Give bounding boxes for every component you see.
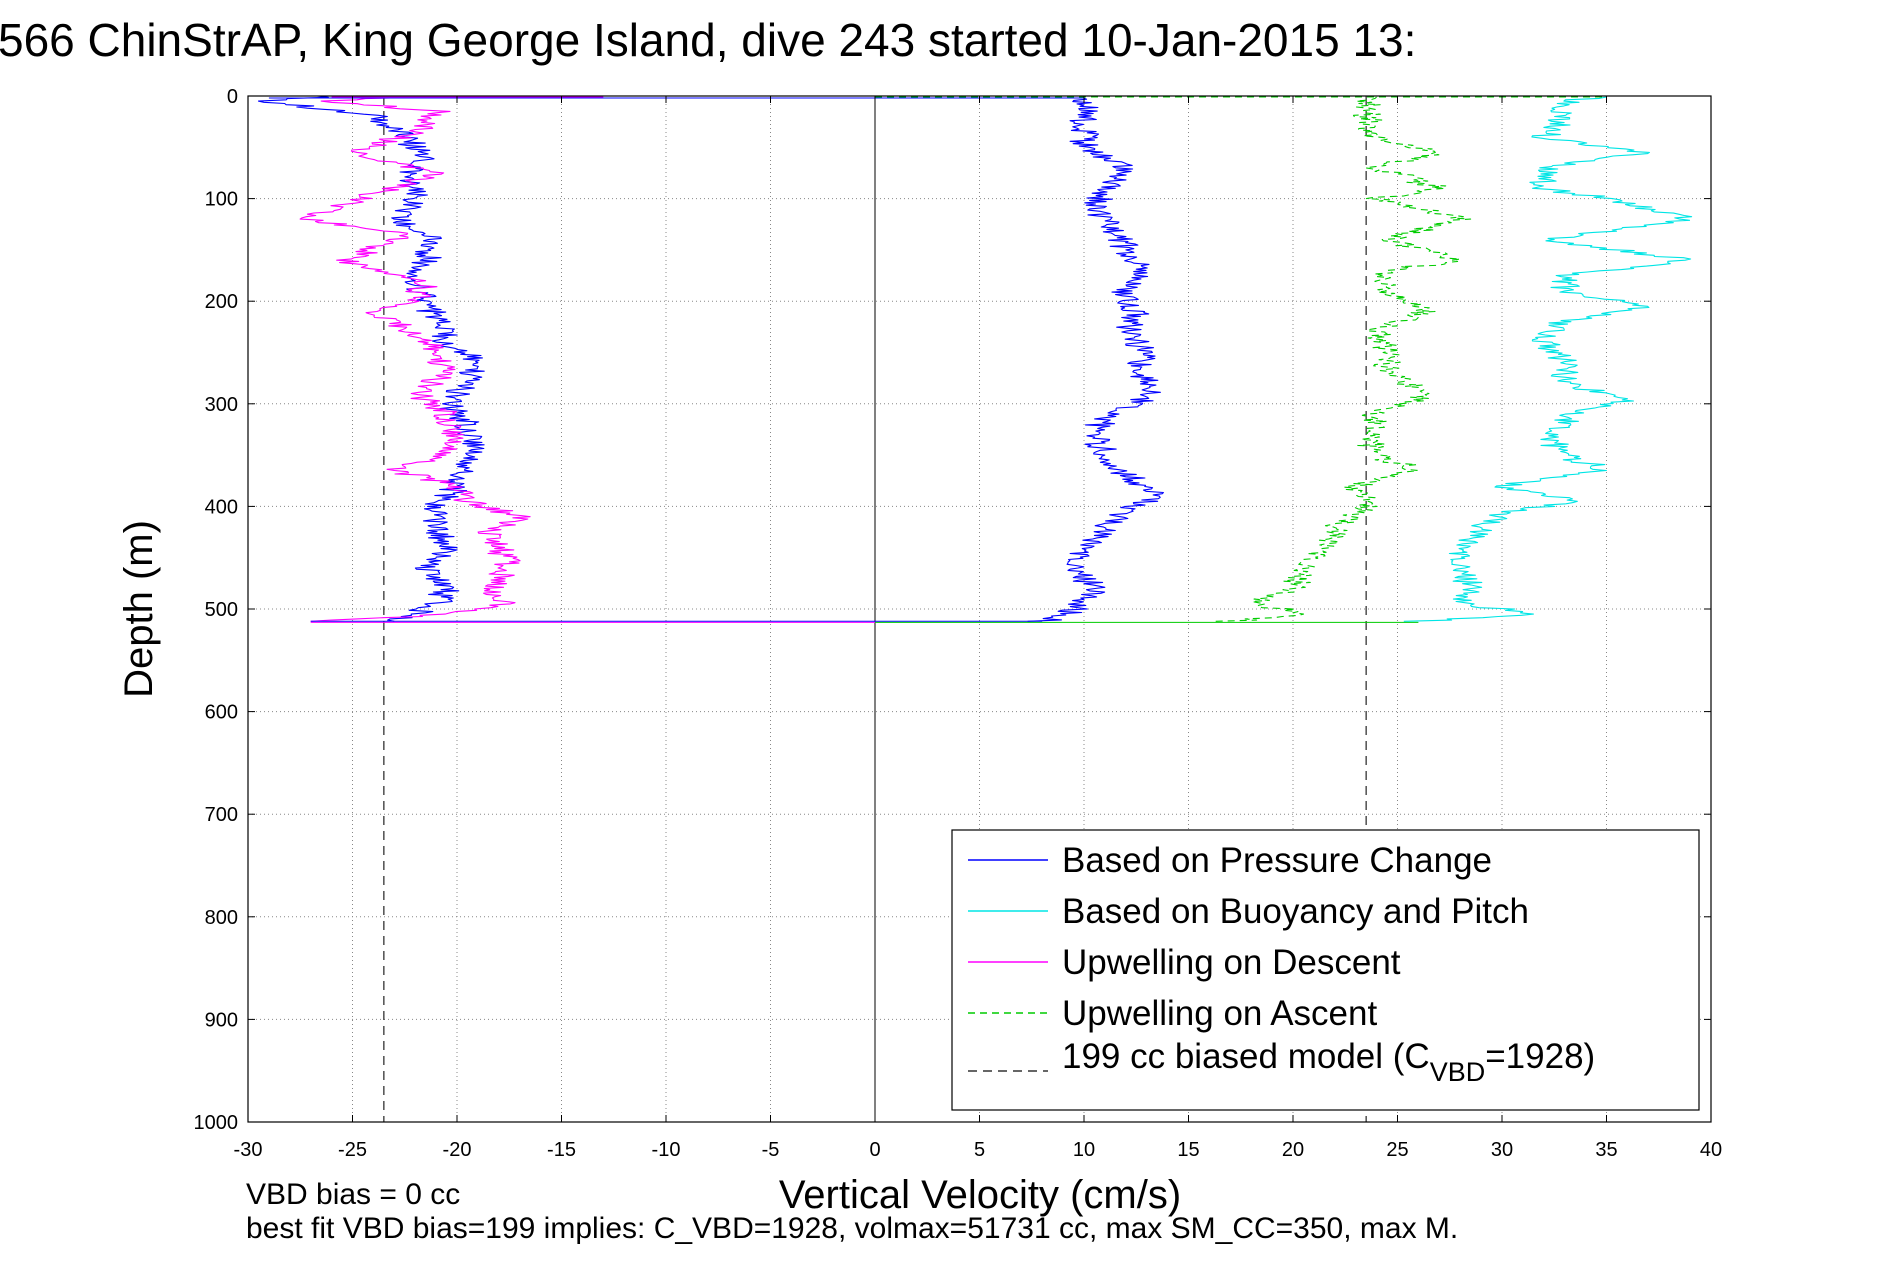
y-tick-label: 700 [205,804,238,826]
x-tick-label: 40 [1700,1139,1722,1161]
y-tick-label: 400 [205,496,238,518]
footer-fit: best fit VBD bias=199 implies: C_VBD=192… [246,1212,1458,1245]
x-tick-label: 10 [1073,1139,1095,1161]
footer-bias: VBD bias = 0 cc [246,1178,460,1211]
x-tick-label: 25 [1386,1139,1408,1161]
x-tick-label: 30 [1491,1139,1513,1161]
y-tick-label: 0 [227,86,238,108]
y-axis-label: Depth (m) [117,520,161,698]
y-tick-label: 900 [205,1009,238,1031]
x-tick-label: 5 [974,1139,985,1161]
x-tick-label: 35 [1595,1139,1617,1161]
y-tick-label: 500 [205,599,238,621]
legend-label-model: 199 cc biased model (CVBD=1928) [1062,1037,1595,1087]
legend: Based on Pressure Change Based on Buoyan… [951,829,1700,1111]
y-tick-label: 100 [205,189,238,211]
x-tick-label: -15 [547,1139,576,1161]
legend-label-pressure: Based on Pressure Change [1062,841,1492,880]
series-2-descent-line [299,95,531,622]
x-ticks: -30 -25 -20 -15 -10 -5 0 5 10 15 20 25 30 35 40 [234,96,1722,1161]
y-ticks: 0 100 200 300 400 500 600 700 800 900 1000 [194,86,1711,1134]
x-tick-label: -5 [762,1139,780,1161]
series-1-ascent-line [1403,96,1693,622]
x-tick-label: 15 [1177,1139,1199,1161]
chart-title: 566 ChinStrAP, King George Island, dive … [0,14,1416,66]
y-tick-label: 300 [205,394,238,416]
legend-label-ascent: Upwelling on Ascent [1062,994,1377,1033]
x-tick-label: -10 [652,1139,681,1161]
x-tick-label: 20 [1282,1139,1304,1161]
legend-label-buoyancy: Based on Buoyancy and Pitch [1062,892,1529,931]
y-tick-label: 600 [205,702,238,724]
series-layer [257,95,1693,623]
y-tick-label: 800 [205,907,238,929]
x-axis-label: Vertical Velocity (cm/s) [779,1173,1181,1217]
series-3-ascent-line [1215,96,1472,622]
series-0-descent-line [257,95,485,622]
legend-model-subscript: VBD [1430,1057,1486,1087]
legend-model-suffix: =1928) [1485,1037,1595,1076]
x-tick-label: -30 [234,1139,263,1161]
y-tick-label: 200 [205,291,238,313]
x-tick-label: 0 [869,1139,880,1161]
legend-box [951,829,1700,1111]
x-tick-label: -20 [443,1139,472,1161]
legend-model-prefix: 199 cc biased model (C [1062,1037,1430,1076]
series-0-ascent-line [1027,97,1164,622]
y-tick-label: 1000 [194,1112,239,1134]
legend-label-descent: Upwelling on Descent [1062,943,1401,982]
x-tick-label: -25 [338,1139,367,1161]
